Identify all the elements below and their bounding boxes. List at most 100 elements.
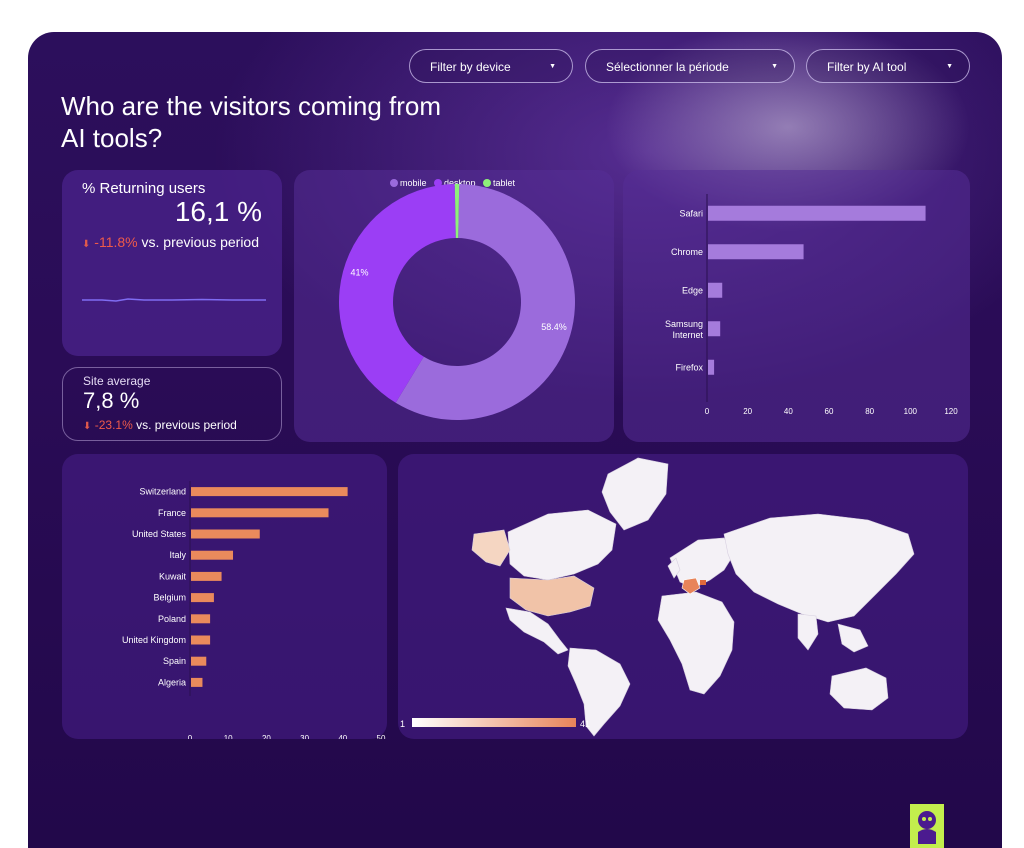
bar-category-label: Kuwait [159,571,187,581]
bar-italy [191,550,234,560]
bar-samsung-internet [708,321,721,337]
site-average-value: 7,8 % [83,388,140,413]
site-average-label: Site average [83,374,151,388]
donut-legend-marker [390,179,398,187]
returning-users-change-row: ⬇ -11.8% vs. previous period [82,234,259,250]
donut-data-label: 58.4% [541,322,567,332]
site-average-change-row: ⬇ -23.1% vs. previous period [83,418,237,432]
arrow-down-icon: ⬇ [82,239,91,250]
bar-category-label: Algeria [158,677,186,687]
filter-device-label: Filter by device [430,60,511,74]
bar-firefox [708,359,715,375]
brand-logo-icon [910,804,944,848]
bar-category-label: Italy [169,550,186,560]
caret-down-icon: ▼ [549,63,556,70]
filter-ai-tool-dropdown[interactable]: Filter by AI tool ▼ [806,49,970,83]
x-tick-label: 20 [262,734,271,739]
map-asia [723,513,915,623]
bar-france [191,508,329,518]
site-average-card: Site average 7,8 % ⬇ -23.1% vs. previous… [62,367,282,441]
bar-united-kingdom [191,635,211,645]
arrow-down-icon: ⬇ [83,421,92,432]
device-donut-card: mobile desktop tablet 58.4% 41% [294,170,614,442]
map-switzerland [700,580,706,585]
filter-period-label: Sélectionner la période [606,60,729,74]
bar-category-label: Belgium [153,593,186,603]
map-australia [829,667,889,711]
site-average-change-suffix: vs. previous period [136,418,237,432]
returning-users-sparkline [82,298,266,302]
device-donut-chart: mobile desktop tablet 58.4% 41% [339,178,575,420]
map-greenland [601,457,669,531]
bar-category-label: Chrome [671,247,703,257]
bar-switzerland [191,487,348,497]
x-tick-label: 40 [784,407,793,416]
x-tick-label: 60 [825,407,834,416]
returning-users-label: % Returning users [82,180,206,197]
bar-category-label: Switzerland [139,487,186,497]
bar-category-label: Edge [682,285,703,295]
bar-algeria [191,677,203,687]
bar-category-label: France [158,508,186,518]
donut-slice-tablet [454,184,460,239]
x-tick-label: 20 [743,407,752,416]
dashboard-frame: Filter by device ▼ Sélectionner la pério… [28,32,1002,848]
map-alaska [471,529,511,567]
donut-legend-label: mobile [400,178,427,188]
filter-device-dropdown[interactable]: Filter by device ▼ [409,49,573,83]
x-tick-label: 10 [224,734,233,739]
x-tick-label: 50 [377,734,386,739]
bar-category-label: Internet [672,330,703,340]
filter-period-dropdown[interactable]: Sélectionner la période ▼ [585,49,795,83]
map-france [681,577,701,595]
bar-category-label: United Kingdom [122,635,186,645]
donut-legend-marker [434,179,442,187]
bar-chrome [708,244,804,260]
donut-legend-label: desktop [444,178,476,188]
caret-down-icon: ▼ [946,63,953,70]
bar-category-label: Samsung [665,319,703,329]
donut-slice-mobile [395,184,575,420]
site-average-change: -23.1% [94,418,133,432]
bar-safari [708,205,926,221]
x-tick-label: 0 [188,734,193,739]
map-india [797,613,819,651]
bar-category-label: Firefox [675,362,703,372]
bar-belgium [191,593,214,603]
browser-chart-card: Safari Chrome Edge Samsung Internet Firefox 0 2… [623,170,970,442]
page-title: Who are the visitors coming from AI tool… [61,91,442,153]
bar-category-label: Spain [163,656,186,666]
bar-kuwait [191,571,222,581]
bar-category-label: United States [132,529,187,539]
map-legend-max: 41 [580,719,590,729]
returning-users-change-suffix: vs. previous period [141,234,260,250]
returning-users-value: 16,1 % [174,196,262,227]
returning-users-card: % Returning users 16,1 % ⬇ -11.8% vs. pr… [62,170,282,356]
x-tick-label: 40 [338,734,347,739]
country-chart-card: Switzerland France United States Italy Kuwai… [62,454,387,743]
bar-category-label: Poland [158,614,186,624]
world-map: 1 41 [400,457,915,737]
x-tick-label: 100 [904,407,918,416]
world-map-card: 1 41 [398,454,968,739]
map-uk [667,557,681,579]
caret-down-icon: ▼ [771,63,778,70]
brand-logo-glyph [918,811,936,844]
map-mexico [505,607,569,655]
bar-united-states [191,529,260,539]
map-se-asia [837,623,869,653]
map-united-states [509,575,595,617]
x-tick-label: 120 [944,407,958,416]
filter-ai-tool-label: Filter by AI tool [827,60,907,74]
donut-slice-desktop [339,184,456,403]
map-africa [657,591,735,695]
donut-legend-marker [483,179,491,187]
x-tick-label: 0 [705,407,710,416]
bar-edge [708,282,723,298]
bar-category-label: Safari [679,208,703,218]
bar-poland [191,614,211,624]
donut-legend-label: tablet [493,178,516,188]
x-tick-label: 80 [865,407,874,416]
bar-spain [191,656,207,666]
